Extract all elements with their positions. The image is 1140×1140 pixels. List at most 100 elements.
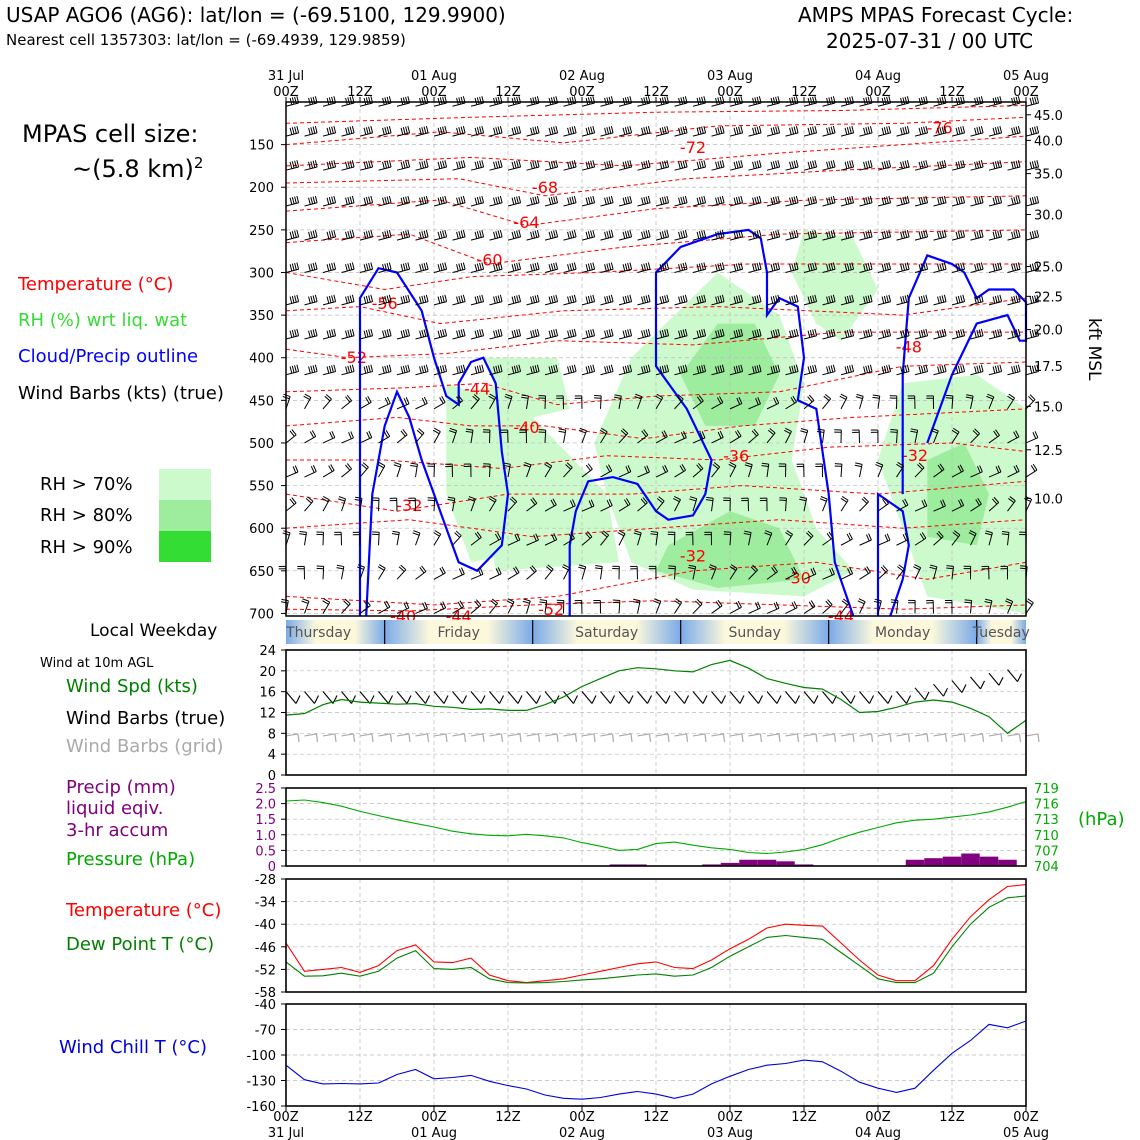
wind-barb: [988, 268, 1002, 273]
wind-barb-flag: [539, 599, 547, 602]
wind-barb-flag: [867, 230, 871, 238]
wind-barb-flag: [1013, 295, 1017, 303]
wind-barb-flag: [955, 127, 959, 135]
wind-barb-flag: [976, 127, 980, 135]
grid-wind-barb: [304, 733, 317, 737]
wind-barb: [729, 568, 738, 580]
wind-barb-flag: [497, 365, 501, 373]
wind-barb-flag: [462, 125, 466, 134]
bottom-time-hour: 00Z: [1013, 1110, 1039, 1125]
height-tick: 45.0: [1034, 109, 1063, 124]
wind-barb-flag: [368, 196, 371, 204]
time-tick-hour: 12Z: [643, 85, 669, 100]
wind-barb-flag: [441, 566, 446, 574]
wind-barb-flag: [941, 295, 945, 303]
wind-barb-flag: [1015, 430, 1020, 438]
wind-barb-flag: [550, 127, 554, 135]
wind-barb-flag: [807, 161, 811, 169]
wind-barb-flag: [735, 231, 739, 239]
wind-barb-flag: [881, 197, 885, 205]
wind-barb: [729, 268, 743, 273]
wind-barb-flag: [680, 161, 684, 169]
wind-barb-flag: [419, 161, 422, 169]
wind-barb: [452, 430, 458, 444]
wind-barb-flag: [754, 231, 758, 239]
wind-barb-flag: [392, 530, 400, 533]
wind-barb: [470, 536, 482, 546]
wind-barb-flag: [365, 127, 369, 135]
wind-barb-flag: [384, 97, 388, 105]
wind-barb-flag: [534, 295, 538, 303]
wind-barb-10m-flag: [684, 695, 689, 704]
wind-barb-flag: [534, 126, 538, 134]
wind-barb-flag: [627, 465, 632, 472]
wind-barb-flag: [997, 365, 1000, 373]
wind-barb: [1025, 268, 1039, 273]
wind-barb-flag: [423, 396, 428, 404]
wind-barb-flag: [721, 160, 725, 168]
wind-barb: [748, 202, 762, 207]
wind-barb-flag: [769, 428, 776, 434]
wind-barb-flag: [952, 427, 960, 433]
wind-barb-flag: [1029, 97, 1033, 105]
wind-barb-10m-flag: [425, 695, 430, 704]
wind-barb-flag: [641, 366, 644, 374]
wind-barb-flag: [865, 161, 869, 169]
wind-barb-flag: [355, 496, 363, 499]
wind-barb-flag: [974, 296, 977, 304]
wind-barb-flag: [920, 161, 924, 169]
wind-barb-flag: [986, 395, 994, 400]
wind-barb: [896, 268, 910, 273]
wind-barb-flag: [865, 295, 869, 303]
wind-barb-flag: [791, 97, 795, 105]
wind-barb: [970, 396, 974, 409]
grid-wind-barb-flag: [907, 733, 911, 743]
wind-barb: [378, 435, 390, 444]
wind-barb-flag: [592, 294, 596, 302]
wind-barb-flag: [840, 497, 848, 503]
wind-barb-flag: [789, 264, 792, 272]
wind-barb-flag: [310, 466, 315, 473]
wind-barb-flag: [678, 127, 681, 135]
wind-barb-flag: [735, 365, 739, 373]
wind-barb-flag: [992, 330, 996, 338]
wind-barb-flag: [425, 364, 429, 372]
wind-barb-flag: [740, 160, 744, 168]
wind-barb-flag: [828, 127, 832, 135]
bottom-time-hour: 00Z: [865, 1110, 891, 1125]
wind-barb-flag: [535, 533, 539, 541]
wind-barb-flag: [294, 262, 297, 270]
wind-barb-10m-flag: [813, 695, 819, 704]
wind-barb-flag: [661, 263, 665, 271]
wind-barb-flag: [826, 296, 829, 304]
wind-barb-10m-flag: [351, 695, 356, 704]
wind-barb-flag: [641, 197, 644, 205]
wind-barb-flag: [602, 530, 609, 536]
wind-barb-flag: [345, 296, 348, 304]
wind-barb-flag: [1031, 97, 1035, 105]
wind-barb-flag: [296, 160, 300, 168]
wind-barb-flag: [829, 568, 833, 576]
wind-barb-flag: [980, 160, 984, 168]
wind-barb: [766, 532, 773, 546]
wind-barb-flag: [799, 498, 807, 502]
wind-barb-flag: [902, 127, 906, 135]
wind-barb-flag: [775, 365, 778, 373]
wind-barb-flag: [495, 97, 499, 105]
wind-barb-flag: [974, 264, 977, 272]
cloud-outline-2: [876, 492, 910, 617]
wind-barb-flag: [791, 602, 796, 609]
wind-barb-flag: [807, 396, 813, 403]
wind-barb-flag: [349, 230, 353, 238]
wind-barb-flag: [703, 328, 707, 336]
wind-barb-flag: [608, 329, 612, 337]
wind-barb-flag: [310, 231, 314, 239]
wind-barb-flag: [405, 262, 408, 270]
wind-barb-flag: [733, 296, 737, 304]
wind-barb: [285, 502, 297, 512]
wind-barb-flag: [902, 231, 906, 239]
wind-barb-flag: [925, 262, 929, 270]
wind-barb-flag: [1032, 432, 1037, 439]
wind-barb-flag: [534, 196, 538, 204]
wind-barb-flag: [994, 365, 998, 373]
